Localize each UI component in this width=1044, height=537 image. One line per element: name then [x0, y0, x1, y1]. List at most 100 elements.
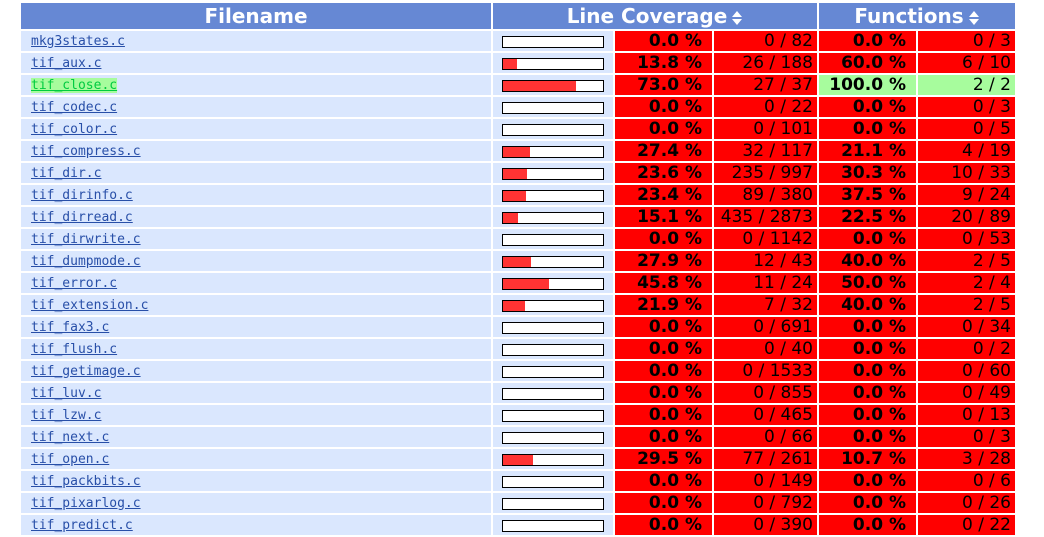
coverage-bar [502, 410, 604, 422]
line-coverage-header[interactable]: Line Coverage [493, 3, 817, 31]
line-coverage-percent: 0.0 % [615, 317, 712, 339]
coverage-bar [502, 212, 604, 224]
coverage-bar-fill [503, 455, 533, 465]
file-link[interactable]: mkg3states.c [31, 33, 125, 49]
header-row: Filename Line Coverage Functions [21, 3, 1015, 31]
function-coverage-count: 20 / 89 [918, 207, 1015, 229]
function-coverage-percent: 0.0 % [819, 31, 916, 53]
file-link[interactable]: tif_fax3.c [31, 319, 110, 335]
file-cell: tif_getimage.c [21, 361, 491, 383]
file-link[interactable]: tif_dirread.c [31, 209, 133, 225]
file-link[interactable]: tif_luv.c [31, 385, 102, 401]
line-coverage-percent: 0.0 % [615, 119, 712, 141]
coverage-bar [502, 102, 604, 114]
coverage-bar-fill [503, 257, 531, 267]
function-coverage-percent: 37.5 % [819, 185, 916, 207]
table-row: tif_dirinfo.c 23.4 % 89 / 380 37.5 % 9 / 24 [21, 185, 1015, 207]
coverage-bar [502, 234, 604, 246]
table-row: tif_codec.c 0.0 % 0 / 22 0.0 % 0 / 3 [21, 97, 1015, 119]
function-coverage-count: 0 / 3 [918, 427, 1015, 449]
file-link[interactable]: tif_dirinfo.c [31, 187, 133, 203]
coverage-bar [502, 146, 604, 158]
file-link[interactable]: tif_pixarlog.c [31, 495, 141, 511]
file-link[interactable]: tif_extension.c [31, 297, 149, 313]
coverage-bar-cell [493, 295, 613, 317]
table-row: tif_predict.c 0.0 % 0 / 390 0.0 % 0 / 22 [21, 515, 1015, 537]
line-coverage-percent: 0.0 % [615, 361, 712, 383]
table-row: tif_fax3.c 0.0 % 0 / 691 0.0 % 0 / 34 [21, 317, 1015, 339]
line-coverage-percent: 27.4 % [615, 141, 712, 163]
function-coverage-percent: 0.0 % [819, 317, 916, 339]
function-coverage-count: 3 / 28 [918, 449, 1015, 471]
file-link[interactable]: tif_next.c [31, 429, 110, 445]
line-coverage-count: 0 / 390 [714, 515, 817, 537]
file-link[interactable]: tif_dirwrite.c [31, 231, 141, 247]
coverage-bar-cell [493, 339, 613, 361]
filename-header-label: Filename [204, 4, 308, 28]
file-cell: tif_color.c [21, 119, 491, 141]
coverage-bar-cell [493, 317, 613, 339]
file-cell: tif_packbits.c [21, 471, 491, 493]
coverage-bar [502, 344, 604, 356]
line-coverage-percent: 27.9 % [615, 251, 712, 273]
file-link[interactable]: tif_packbits.c [31, 473, 141, 489]
file-cell: tif_next.c [21, 427, 491, 449]
file-link[interactable]: tif_dumpmode.c [31, 253, 141, 269]
functions-header[interactable]: Functions [819, 3, 1015, 31]
coverage-bar-cell [493, 493, 613, 515]
coverage-bar-cell [493, 449, 613, 471]
table-row: tif_dirwrite.c 0.0 % 0 / 1142 0.0 % 0 / 53 [21, 229, 1015, 251]
file-cell: mkg3states.c [21, 31, 491, 53]
table-row: tif_compress.c 27.4 % 32 / 117 21.1 % 4 / 19 [21, 141, 1015, 163]
function-coverage-percent: 50.0 % [819, 273, 916, 295]
coverage-bar-fill [503, 147, 531, 157]
file-link[interactable]: tif_close.c [31, 77, 118, 93]
line-coverage-count: 435 / 2873 [714, 207, 817, 229]
file-link[interactable]: tif_color.c [31, 121, 118, 137]
coverage-bar-cell [493, 141, 613, 163]
function-coverage-percent: 22.5 % [819, 207, 916, 229]
line-coverage-count: 0 / 22 [714, 97, 817, 119]
line-coverage-count: 0 / 101 [714, 119, 817, 141]
function-coverage-percent: 0.0 % [819, 471, 916, 493]
file-link[interactable]: tif_error.c [31, 275, 118, 291]
file-link[interactable]: tif_getimage.c [31, 363, 141, 379]
file-link[interactable]: tif_codec.c [31, 99, 118, 115]
file-link[interactable]: tif_predict.c [31, 517, 133, 533]
file-link[interactable]: tif_lzw.c [31, 407, 102, 423]
coverage-bar [502, 454, 604, 466]
function-coverage-percent: 0.0 % [819, 229, 916, 251]
file-link[interactable]: tif_compress.c [31, 143, 141, 159]
coverage-bar-cell [493, 53, 613, 75]
coverage-bar-cell [493, 383, 613, 405]
sort-icon[interactable] [968, 10, 980, 26]
coverage-bar-cell [493, 251, 613, 273]
function-coverage-count: 0 / 6 [918, 471, 1015, 493]
file-link[interactable]: tif_dir.c [31, 165, 102, 181]
function-coverage-count: 0 / 53 [918, 229, 1015, 251]
line-coverage-count: 27 / 37 [714, 75, 817, 97]
file-link[interactable]: tif_open.c [31, 451, 110, 467]
line-coverage-count: 11 / 24 [714, 273, 817, 295]
line-coverage-count: 12 / 43 [714, 251, 817, 273]
function-coverage-percent: 0.0 % [819, 405, 916, 427]
function-coverage-count: 2 / 2 [918, 75, 1015, 97]
file-link[interactable]: tif_aux.c [31, 55, 102, 71]
file-cell: tif_fax3.c [21, 317, 491, 339]
table-row: tif_color.c 0.0 % 0 / 101 0.0 % 0 / 5 [21, 119, 1015, 141]
function-coverage-percent: 100.0 % [819, 75, 916, 97]
coverage-bar-cell [493, 427, 613, 449]
coverage-bar-fill [503, 191, 527, 201]
line-coverage-percent: 21.9 % [615, 295, 712, 317]
function-coverage-percent: 0.0 % [819, 515, 916, 537]
file-link[interactable]: tif_flush.c [31, 341, 118, 357]
function-coverage-count: 0 / 3 [918, 97, 1015, 119]
function-coverage-count: 0 / 3 [918, 31, 1015, 53]
coverage-bar-cell [493, 471, 613, 493]
function-coverage-percent: 10.7 % [819, 449, 916, 471]
coverage-bar-cell [493, 405, 613, 427]
function-coverage-percent: 0.0 % [819, 97, 916, 119]
file-cell: tif_predict.c [21, 515, 491, 537]
line-coverage-count: 0 / 82 [714, 31, 817, 53]
sort-icon[interactable] [731, 10, 743, 26]
